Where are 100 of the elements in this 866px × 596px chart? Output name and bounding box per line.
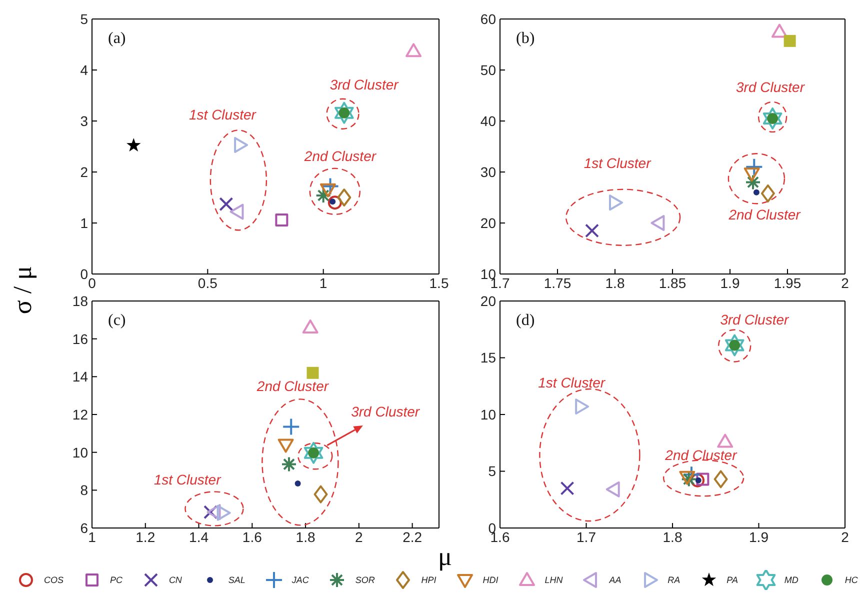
point bbox=[234, 136, 248, 153]
point bbox=[219, 197, 234, 212]
legend-label: CN bbox=[168, 575, 182, 585]
x-tick-label: 1.8 bbox=[605, 274, 625, 291]
legend-label: PC bbox=[110, 575, 122, 585]
legend-label: HC bbox=[844, 575, 858, 585]
legend-label: JAC bbox=[292, 575, 309, 585]
annotation: 1st Cluster bbox=[189, 106, 258, 122]
x-tick-label: 1.4 bbox=[189, 528, 209, 545]
y-tick-label: 50 bbox=[480, 62, 496, 78]
text: (b) bbox=[516, 30, 535, 48]
x-axis-title: μ bbox=[438, 542, 452, 572]
x-tick-label: 1 bbox=[319, 274, 328, 291]
point bbox=[294, 480, 301, 487]
text: (c) bbox=[108, 312, 126, 330]
y-tick-label: 20 bbox=[480, 214, 496, 231]
text: (a) bbox=[108, 30, 126, 48]
point bbox=[216, 504, 231, 521]
y-tick-label: 18 bbox=[72, 292, 88, 309]
point bbox=[406, 43, 422, 58]
x-tick-label: 2 bbox=[841, 528, 850, 545]
annotation: 2nd Cluster bbox=[303, 148, 378, 164]
point bbox=[328, 196, 342, 210]
annotation: 2nd Cluster bbox=[664, 447, 738, 464]
x-tick-label: 1.85 bbox=[658, 274, 686, 291]
point bbox=[609, 194, 623, 211]
x-tick-label: 2 bbox=[355, 528, 364, 545]
legend-label: LHN bbox=[544, 575, 563, 585]
point bbox=[278, 438, 294, 453]
y-tick-label: 5 bbox=[80, 10, 88, 27]
y-tick-label: 2 bbox=[80, 164, 88, 180]
y-tick-label: 6 bbox=[80, 520, 88, 536]
y-tick-label: 30 bbox=[480, 164, 496, 180]
y-tick-label: 8 bbox=[80, 482, 88, 498]
annotation: 1st Cluster bbox=[584, 154, 652, 171]
point bbox=[560, 481, 574, 496]
x-tick-label: 1.7 bbox=[576, 528, 596, 545]
text: (d) bbox=[516, 312, 535, 330]
y-tick-label: 40 bbox=[480, 112, 496, 129]
point bbox=[714, 470, 728, 488]
legend-label: PA bbox=[726, 575, 738, 585]
legend-label: RA bbox=[668, 575, 680, 585]
point bbox=[690, 473, 705, 488]
x-tick-label: 1.5 bbox=[429, 274, 449, 291]
annotation: 1st Cluster bbox=[538, 374, 606, 391]
point bbox=[315, 187, 332, 204]
y-tick-label: 60 bbox=[480, 10, 496, 27]
point bbox=[753, 189, 760, 196]
point bbox=[696, 472, 710, 486]
point bbox=[679, 470, 696, 485]
y-axis-title: σ / μ bbox=[8, 266, 38, 314]
y-tick-label: 3 bbox=[80, 112, 88, 129]
x-tick-label: 1.75 bbox=[544, 274, 572, 291]
legend-label: SOR bbox=[355, 575, 375, 585]
annotation: 3rd Cluster bbox=[736, 78, 806, 95]
annotation: 3rd Cluster bbox=[330, 76, 400, 92]
x-tick-label: 1.2 bbox=[136, 528, 156, 545]
x-tick-label: 1.8 bbox=[296, 528, 316, 545]
annotation: 1st Cluster bbox=[154, 472, 222, 488]
point bbox=[302, 319, 318, 334]
point bbox=[745, 158, 764, 176]
point bbox=[275, 213, 288, 226]
point bbox=[314, 485, 328, 504]
x-tick-label: 2 bbox=[841, 274, 850, 291]
point bbox=[784, 34, 796, 47]
legend-label: COS bbox=[44, 575, 64, 585]
annotation: 2nd Cluster bbox=[728, 206, 802, 222]
point bbox=[606, 481, 620, 498]
point bbox=[204, 505, 218, 520]
point bbox=[682, 466, 700, 484]
y-tick-label: 16 bbox=[72, 330, 88, 347]
point bbox=[575, 398, 590, 415]
annotation: 3rd Cluster bbox=[351, 403, 421, 420]
point bbox=[282, 418, 300, 436]
x-tick-label: 1.9 bbox=[749, 528, 769, 545]
legend-label: HDI bbox=[482, 575, 498, 585]
y-tick-label: 10 bbox=[480, 406, 496, 422]
x-tick-label: 1.6 bbox=[242, 528, 262, 545]
y-tick-label: 1 bbox=[80, 214, 88, 231]
y-tick-label: 14 bbox=[72, 368, 88, 385]
point bbox=[650, 215, 665, 231]
point bbox=[306, 366, 319, 379]
point bbox=[337, 188, 352, 206]
point bbox=[585, 224, 599, 238]
x-tick-label: 2.2 bbox=[402, 528, 422, 545]
point bbox=[760, 184, 775, 202]
point bbox=[771, 24, 788, 38]
y-tick-label: 10 bbox=[72, 444, 88, 460]
y-tick-label: 15 bbox=[480, 350, 496, 366]
legend-label: HPI bbox=[421, 575, 436, 585]
annotation: 3rd Cluster bbox=[720, 312, 790, 328]
point bbox=[680, 471, 697, 488]
point bbox=[126, 138, 141, 152]
x-tick-label: 1.8 bbox=[662, 528, 682, 545]
legend-label: SAL bbox=[228, 575, 246, 585]
y-tick-label: 12 bbox=[72, 406, 88, 422]
point bbox=[280, 456, 297, 472]
legend-label: AA bbox=[609, 575, 622, 585]
point bbox=[230, 204, 244, 220]
x-tick-label: 1.9 bbox=[720, 274, 740, 291]
